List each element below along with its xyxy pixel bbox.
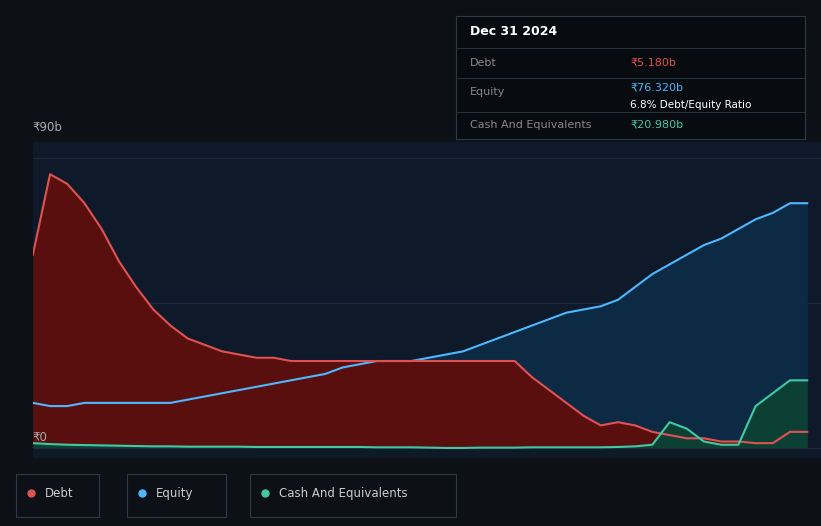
- Text: Dec 31 2024: Dec 31 2024: [470, 25, 557, 38]
- Text: 6.8% Debt/Equity Ratio: 6.8% Debt/Equity Ratio: [631, 100, 751, 110]
- Text: ₹0: ₹0: [33, 431, 48, 444]
- Text: Equity: Equity: [156, 487, 194, 500]
- Text: Cash And Equivalents: Cash And Equivalents: [279, 487, 408, 500]
- Bar: [127, 473, 226, 517]
- Text: Cash And Equivalents: Cash And Equivalents: [470, 119, 591, 129]
- Bar: [250, 473, 456, 517]
- Text: ₹20.980b: ₹20.980b: [631, 119, 683, 129]
- Text: ₹90b: ₹90b: [33, 121, 62, 134]
- Text: ₹5.180b: ₹5.180b: [631, 58, 676, 68]
- Text: Debt: Debt: [470, 58, 497, 68]
- Text: ₹76.320b: ₹76.320b: [631, 83, 683, 93]
- Text: Equity: Equity: [470, 87, 505, 97]
- Bar: [16, 473, 99, 517]
- Text: Debt: Debt: [45, 487, 74, 500]
